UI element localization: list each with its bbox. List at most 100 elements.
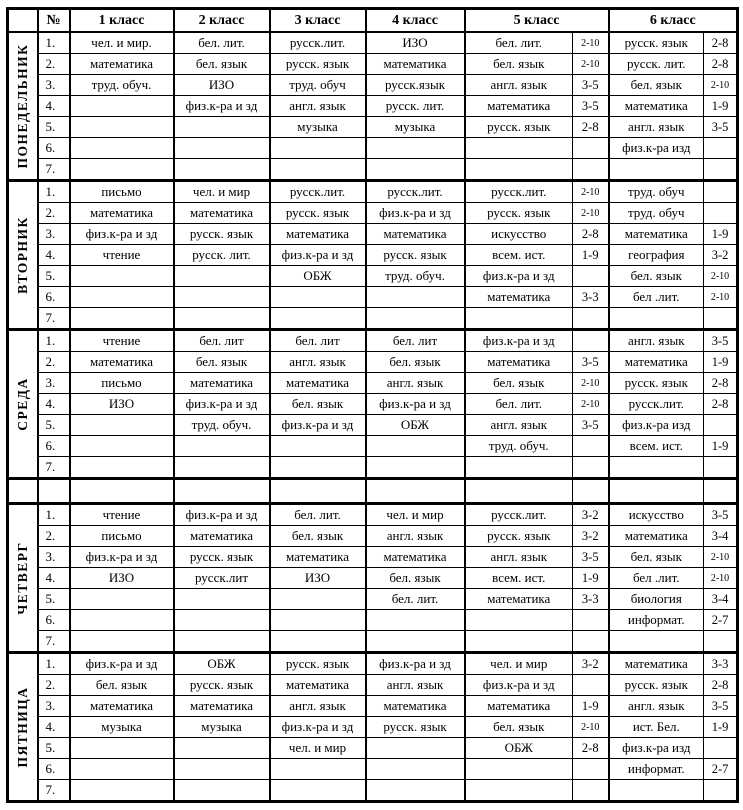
subject-cell: труд. обуч. bbox=[463, 435, 573, 457]
subject-cell bbox=[463, 307, 573, 331]
subject-cell: русск.лит. bbox=[268, 180, 366, 203]
subject-cell: англ. язык bbox=[463, 74, 573, 96]
subject-cell: бел. язык bbox=[607, 265, 705, 287]
subject-cell bbox=[172, 307, 270, 331]
room-cell: 3-2 bbox=[571, 503, 610, 526]
subject-cell: ИЗО bbox=[268, 567, 366, 589]
subject-cell: математика bbox=[364, 223, 465, 245]
subject-cell: ОБЖ bbox=[268, 265, 366, 287]
timetable-row: 3. математика математика англ. язык математи… bbox=[8, 695, 739, 717]
subject-cell: ИЗО bbox=[68, 567, 174, 589]
subject-cell: всем. ист. bbox=[463, 567, 573, 589]
lesson-number: 4. bbox=[36, 95, 70, 117]
subject-cell: русск.язык bbox=[364, 74, 465, 96]
room-cell bbox=[571, 265, 610, 287]
room-cell bbox=[571, 609, 610, 631]
subject-cell: всем. ист. bbox=[607, 435, 705, 457]
subject-cell: математика bbox=[68, 351, 174, 373]
subject-cell: бел. язык bbox=[463, 53, 573, 75]
subject-cell bbox=[68, 265, 174, 287]
subject-cell bbox=[172, 435, 270, 457]
room-cell: 1-9 bbox=[703, 435, 739, 457]
lesson-number: 1. bbox=[36, 180, 70, 203]
subject-cell bbox=[364, 779, 465, 803]
timetable-row: 6. информат. 2-7 bbox=[8, 758, 739, 780]
subject-cell: русск. язык bbox=[268, 202, 366, 224]
subject-cell: математика bbox=[172, 372, 270, 394]
lesson-number: 5. bbox=[36, 737, 70, 759]
day-label-понедельник: ПОНЕДЕЛЬНИК bbox=[7, 31, 38, 182]
subject-cell: русск. язык bbox=[607, 31, 705, 54]
subject-cell bbox=[364, 630, 465, 654]
subject-cell: чел. и мир bbox=[463, 652, 573, 675]
header-corner bbox=[7, 8, 38, 33]
room-cell bbox=[703, 630, 739, 654]
header-class-1: 1 класс bbox=[68, 8, 174, 33]
subject-cell: музыка bbox=[364, 116, 465, 138]
day-label-text: СРЕДА bbox=[14, 377, 30, 431]
subject-cell bbox=[268, 435, 366, 457]
room-cell: 2-10 bbox=[703, 74, 739, 96]
subject-cell: чел. и мир bbox=[268, 737, 366, 759]
room-cell bbox=[703, 158, 739, 182]
subject-cell: чтение bbox=[68, 503, 174, 526]
timetable-row: ПЯТНИЦА 1. физ.к-ра и зд ОБЖ русск. язык физ.… bbox=[7, 652, 739, 803]
subject-cell: музыка bbox=[172, 716, 270, 738]
subject-cell: бел. язык bbox=[268, 525, 366, 547]
room-cell bbox=[703, 202, 739, 224]
lesson-number: 2. bbox=[36, 351, 70, 373]
subject-cell bbox=[68, 307, 174, 331]
room-cell: 2-10 bbox=[703, 265, 739, 287]
room-cell: 3-5 bbox=[571, 351, 610, 373]
subject-cell: русск. язык bbox=[172, 546, 270, 568]
lesson-number: 2. bbox=[36, 674, 70, 696]
subject-cell: англ. язык bbox=[268, 95, 366, 117]
subject-cell bbox=[268, 307, 366, 331]
subject-cell: ОБЖ bbox=[463, 737, 573, 759]
subject-cell: труд. обуч. bbox=[172, 414, 270, 436]
subject-cell: музыка bbox=[68, 716, 174, 738]
subject-cell: бел .лит. bbox=[607, 286, 705, 308]
subject-cell bbox=[268, 478, 366, 505]
room-cell bbox=[703, 414, 739, 436]
subject-cell: математика bbox=[607, 652, 705, 675]
timetable-row: 4. физ.к-ра и зд англ. язык русск. лит. мате… bbox=[8, 95, 739, 117]
lesson-number: 5. bbox=[36, 265, 70, 287]
subject-cell bbox=[364, 478, 465, 505]
header-row: № 1 класс 2 класс 3 класс 4 класс 5 клас… bbox=[7, 8, 739, 33]
subject-cell: письмо bbox=[68, 525, 174, 547]
timetable-row: 5. музыка музыка русск. язык 2-8 англ. язык 3-… bbox=[8, 116, 739, 138]
subject-cell bbox=[172, 265, 270, 287]
timetable-row: 7. bbox=[8, 779, 739, 803]
subject-cell: математика bbox=[463, 286, 573, 308]
subject-cell bbox=[172, 737, 270, 759]
subject-cell: русск.лит. bbox=[463, 180, 573, 203]
subject-cell: физ.к-ра и зд bbox=[364, 393, 465, 415]
subject-cell: бел. лит bbox=[364, 329, 465, 352]
subject-cell bbox=[172, 609, 270, 631]
subject-cell: чел. и мир. bbox=[68, 31, 174, 54]
subject-cell: математика bbox=[364, 53, 465, 75]
subject-cell: труд. обуч bbox=[607, 180, 705, 203]
subject-cell: математика bbox=[364, 546, 465, 568]
room-cell: 1-9 bbox=[703, 95, 739, 117]
subject-cell: искусство bbox=[463, 223, 573, 245]
room-cell: 2-10 bbox=[571, 31, 610, 54]
subject-cell bbox=[364, 456, 465, 480]
subject-cell: бел. язык bbox=[463, 716, 573, 738]
room-cell bbox=[703, 307, 739, 331]
subject-cell: математика bbox=[364, 695, 465, 717]
subject-cell: русск. лит. bbox=[172, 244, 270, 266]
subject-cell: ОБЖ bbox=[172, 652, 270, 675]
subject-cell: математика bbox=[68, 53, 174, 75]
subject-cell bbox=[172, 286, 270, 308]
room-cell: 2-10 bbox=[571, 393, 610, 415]
room-cell bbox=[571, 137, 610, 159]
subject-cell: бел. язык bbox=[172, 53, 270, 75]
subject-cell: бел. лит. bbox=[463, 393, 573, 415]
subject-cell: бел. язык bbox=[463, 372, 573, 394]
room-cell: 1-9 bbox=[703, 351, 739, 373]
header-class-3: 3 класс bbox=[268, 8, 366, 33]
lesson-number: 6. bbox=[36, 758, 70, 780]
day-label-text: ЧЕТВЕРГ bbox=[14, 541, 30, 615]
